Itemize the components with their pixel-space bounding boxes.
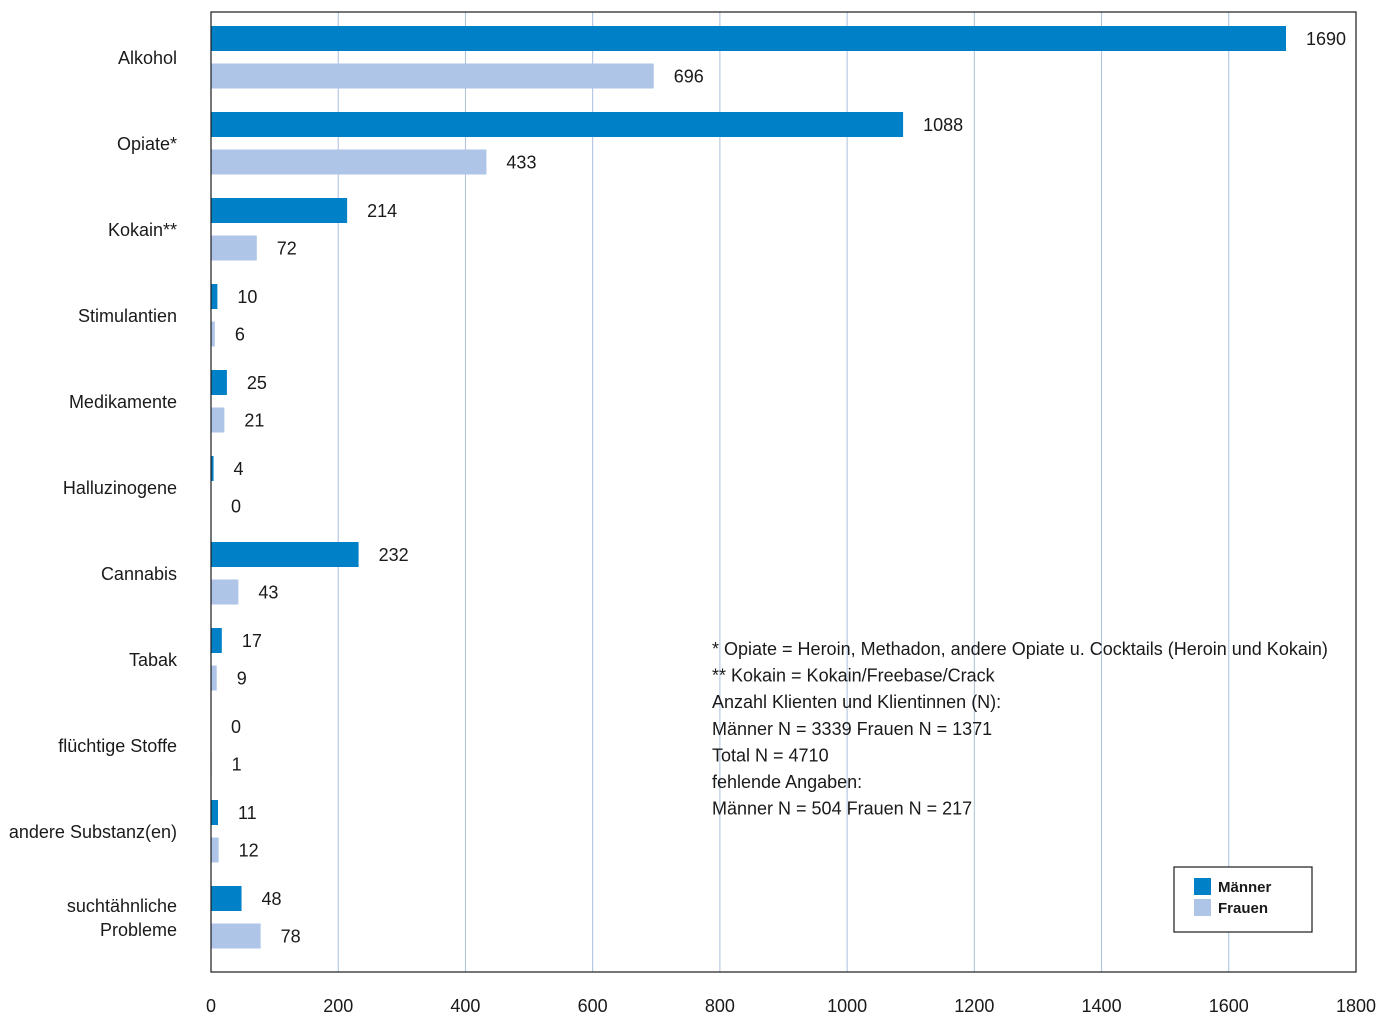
- x-tick-label-1000: 1000: [827, 996, 867, 1013]
- bar-stimulantien-frauen: [211, 321, 215, 347]
- bar-stimulantien-männer: [211, 284, 218, 309]
- category-label-suchtähnliche-probleme: Probleme: [100, 920, 177, 940]
- value-label-halluzinogene-männer: 4: [234, 459, 244, 479]
- bar-tabak-männer: [211, 628, 222, 653]
- category-label-tabak: Tabak: [129, 650, 178, 670]
- footnote-line-1: * Opiate = Heroin, Methadon, andere Opia…: [712, 639, 1328, 659]
- footnote-line-6: fehlende Angaben:: [712, 772, 862, 792]
- value-label-flüchtige-stoffe-frauen: 1: [232, 755, 242, 775]
- category-label-alkohol: Alkohol: [118, 48, 177, 68]
- value-label-cannabis-frauen: 43: [258, 583, 278, 603]
- value-label-alkohol-frauen: 696: [674, 67, 704, 87]
- x-tick-label-200: 200: [323, 996, 353, 1013]
- value-label-halluzinogene-frauen: 0: [231, 497, 241, 517]
- value-label-andere-substanz-en-frauen: 12: [239, 841, 259, 861]
- x-tick-label-600: 600: [578, 996, 608, 1013]
- category-label-cannabis: Cannabis: [101, 564, 177, 584]
- bar-opiate-frauen: [211, 149, 487, 175]
- category-label-stimulantien: Stimulantien: [78, 306, 177, 326]
- value-label-andere-substanz-en-männer: 11: [238, 803, 257, 823]
- value-label-flüchtige-stoffe-männer: 0: [231, 717, 241, 737]
- category-label-flüchtige-stoffe: flüchtige Stoffe: [58, 736, 177, 756]
- value-label-stimulantien-frauen: 6: [235, 325, 245, 345]
- footnote-line-3: Anzahl Klienten und Klientinnen (N):: [712, 692, 1001, 712]
- footnote-line-7: Männer N = 504 Frauen N = 217: [712, 799, 972, 819]
- x-tick-label-400: 400: [450, 996, 480, 1013]
- footnotes: * Opiate = Heroin, Methadon, andere Opia…: [712, 639, 1328, 819]
- bar-kokain-männer: [211, 198, 348, 223]
- plot-frame: [210, 11, 1357, 973]
- x-tick-label-1600: 1600: [1209, 996, 1249, 1013]
- footnote-line-2: ** Kokain = Kokain/Freebase/Crack: [712, 666, 996, 686]
- category-label-suchtähnliche-probleme: suchtähnliche: [67, 896, 177, 916]
- bar-alkohol-männer: [211, 26, 1287, 51]
- bar-suchtähnliche-probleme-männer: [211, 886, 242, 911]
- x-tick-label-1800: 1800: [1336, 996, 1376, 1013]
- legend-label-frauen: Frauen: [1218, 900, 1268, 917]
- bar-tabak-frauen: [211, 665, 217, 691]
- category-label-andere-substanz-en: andere Substanz(en): [9, 822, 177, 842]
- value-label-opiate-frauen: 433: [506, 153, 536, 173]
- category-label-halluzinogene: Halluzinogene: [63, 478, 177, 498]
- bar-kokain-frauen: [211, 235, 257, 261]
- bar-opiate-männer: [211, 112, 904, 137]
- bar-cannabis-frauen: [211, 579, 239, 605]
- bar-andere-substanz-en-frauen: [211, 837, 219, 863]
- bar-andere-substanz-en-männer: [211, 800, 218, 825]
- bar-halluzinogene-männer: [211, 456, 214, 481]
- category-labels: Alkohol Opiate* Kokain** Stimulantien Medika…: [9, 48, 178, 940]
- value-label-kokain-frauen: 72: [277, 239, 297, 259]
- category-label-opiate: Opiate*: [117, 134, 177, 154]
- value-label-alkohol-männer: 1690: [1306, 29, 1346, 49]
- bar-medikamente-frauen: [211, 407, 225, 433]
- value-label-cannabis-männer: 232: [379, 545, 409, 565]
- x-tick-labels: 0 200 400 600 800 1000 1200 1400 1600 1800: [206, 996, 1376, 1013]
- x-tick-label-1400: 1400: [1082, 996, 1122, 1013]
- footnote-line-5: Total N = 4710: [712, 745, 829, 765]
- value-label-medikamente-frauen: 21: [244, 411, 264, 431]
- value-label-suchtähnliche-probleme-männer: 48: [262, 889, 282, 909]
- bars: [211, 26, 1287, 949]
- x-tick-label-0: 0: [206, 996, 216, 1013]
- legend-swatch-frauen: [1194, 899, 1211, 916]
- bar-medikamente-männer: [211, 370, 227, 395]
- category-label-medikamente: Medikamente: [69, 392, 177, 412]
- bar-suchtähnliche-probleme-frauen: [211, 923, 261, 949]
- value-label-opiate-männer: 1088: [923, 115, 963, 135]
- category-label-kokain: Kokain**: [108, 220, 177, 240]
- legend: Männer Frauen: [1173, 866, 1313, 933]
- x-tick-label-800: 800: [705, 996, 735, 1013]
- legend-label-männer: Männer: [1218, 879, 1272, 896]
- bar-alkohol-frauen: [211, 63, 654, 89]
- value-labels: 1690696108843321472106252140232431790111…: [231, 29, 1346, 947]
- value-label-tabak-frauen: 9: [237, 669, 247, 689]
- bar-cannabis-männer: [211, 542, 359, 567]
- value-label-medikamente-männer: 25: [247, 373, 267, 393]
- value-label-tabak-männer: 17: [242, 631, 262, 651]
- footnote-line-4: Männer N = 3339 Frauen N = 1371: [712, 719, 992, 739]
- x-tick-label-1200: 1200: [954, 996, 994, 1013]
- value-label-kokain-männer: 214: [367, 201, 397, 221]
- value-label-stimulantien-männer: 10: [237, 287, 257, 307]
- value-label-suchtähnliche-probleme-frauen: 78: [281, 927, 301, 947]
- legend-swatch-männer: [1194, 878, 1211, 895]
